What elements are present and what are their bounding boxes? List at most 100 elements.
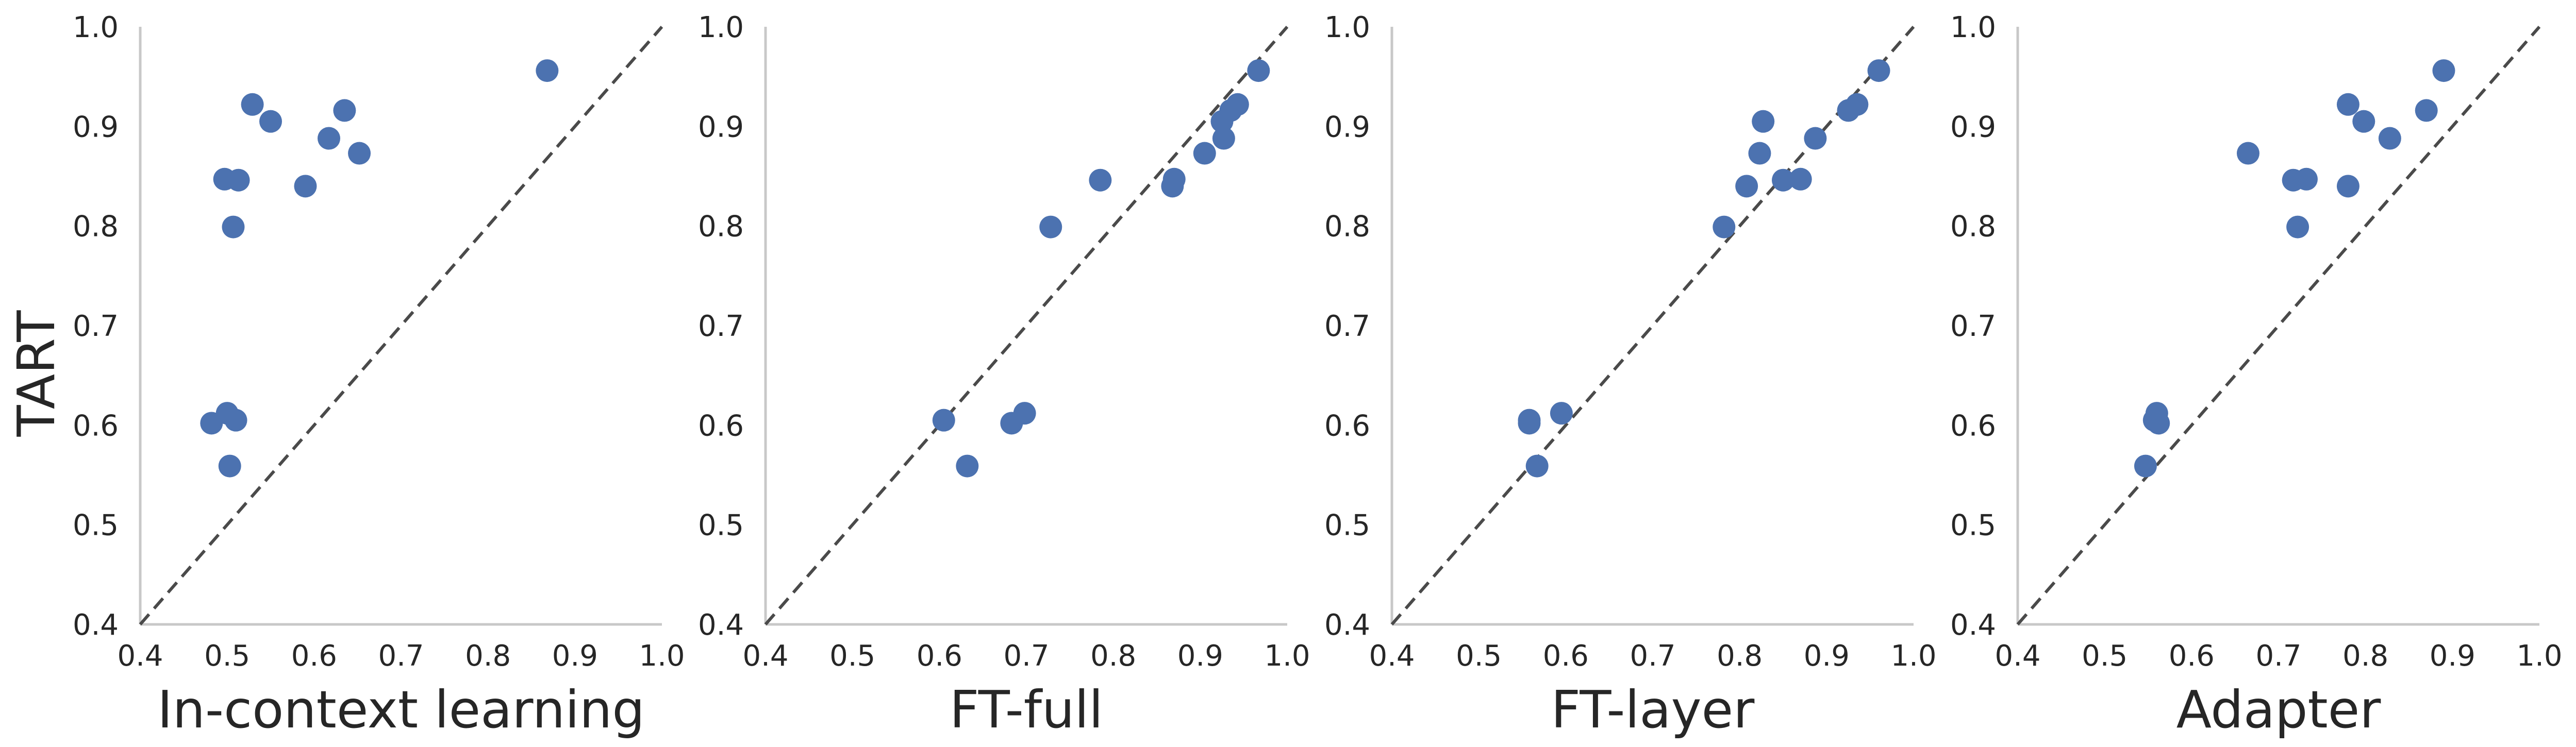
- data-point: [222, 215, 245, 239]
- data-point: [2432, 59, 2455, 82]
- x-tick-label: 1.0: [639, 639, 685, 673]
- data-point: [1735, 175, 1758, 198]
- y-tick-label: 0.9: [1950, 110, 1996, 144]
- data-point: [1193, 142, 1216, 165]
- data-point: [932, 409, 955, 432]
- diagonal-reference-line: [2016, 26, 2541, 625]
- data-point: [2415, 99, 2438, 122]
- x-tick-label: 0.6: [917, 639, 962, 673]
- data-point: [2378, 127, 2401, 150]
- y-tick-label: 0.8: [1950, 210, 1996, 244]
- y-tick-label: 0.4: [73, 608, 119, 642]
- data-point: [536, 59, 559, 82]
- diagonal-reference-line: [139, 26, 663, 625]
- y-tick-label: 0.7: [698, 310, 744, 343]
- x-tick-label: 0.5: [204, 639, 250, 673]
- chart-panel-2: 0.4 0.5 0.6 0.7 0.8 0.9 1.0 0.4 0.5 0.6 0.7 0.8 0.9 1…: [698, 11, 1310, 740]
- x-tick-label: 0.4: [1995, 639, 2040, 673]
- data-point: [1713, 215, 1736, 239]
- data-point: [218, 454, 241, 478]
- y-tick-label: 0.4: [1950, 608, 1996, 642]
- chart-panel-4: 0.4 0.5 0.6 0.7 0.8 0.9 1.0 0.4 0.5 0.6 0.7 0.8 0.9 1…: [1950, 11, 2563, 740]
- y-tick-label: 0.6: [1950, 409, 1996, 443]
- y-tick-label: 0.6: [698, 409, 744, 443]
- data-point: [241, 93, 264, 116]
- data-point: [1162, 167, 1186, 191]
- data-point: [294, 175, 317, 198]
- chart-panel-1: 0.4 0.5 0.6 0.7 0.8 0.9 1.0 0.4 0.5 0.6 0.7 0.8 0.9 1…: [73, 11, 685, 740]
- y-tick-label: 1.0: [698, 11, 744, 44]
- data-point: [224, 409, 247, 432]
- data-point: [2286, 215, 2309, 239]
- y-tick-label: 0.8: [698, 210, 744, 244]
- data-point: [1525, 454, 1549, 478]
- x-tick-label: 0.9: [552, 639, 598, 673]
- x-tick-label: 1.0: [1264, 639, 1310, 673]
- x-tick-label: 0.4: [117, 639, 163, 673]
- y-tick-label: 0.7: [1324, 310, 1370, 343]
- x-tick-label: 0.8: [1090, 639, 1136, 673]
- chart-panel-3: 0.4 0.5 0.6 0.7 0.8 0.9 1.0 0.4 0.5 0.6 0.7 0.8 0.9 1…: [1324, 11, 1937, 740]
- x-tick-label: 0.9: [1804, 639, 1850, 673]
- y-tick-label: 0.9: [698, 110, 744, 144]
- data-point: [2134, 454, 2157, 478]
- y-tick-label: 0.8: [73, 210, 119, 244]
- data-point: [1039, 215, 1062, 239]
- y-tick-label: 0.5: [73, 509, 119, 542]
- data-point: [318, 127, 341, 150]
- y-tick-label: 1.0: [73, 11, 119, 44]
- data-point: [1772, 168, 1794, 192]
- x-tick-label: 0.8: [2342, 639, 2388, 673]
- y-tick-label: 0.5: [698, 509, 744, 542]
- y-tick-label: 0.9: [73, 110, 119, 144]
- diagonal-reference-line: [1390, 26, 1915, 625]
- y-tick-label: 0.5: [1324, 509, 1370, 542]
- x-tick-label: 0.7: [2255, 639, 2301, 673]
- data-point: [2295, 167, 2318, 191]
- data-point: [1804, 127, 1827, 150]
- x-tick-label: 0.6: [1543, 639, 1589, 673]
- y-tick-label: 0.4: [698, 608, 744, 642]
- y-tick-label: 0.8: [1324, 210, 1370, 244]
- data-point: [1013, 402, 1036, 425]
- x-tick-label: 0.8: [1717, 639, 1763, 673]
- data-point: [1789, 167, 1812, 191]
- x-tick-label: 1.0: [2516, 639, 2562, 673]
- diagonal-reference-line: [764, 26, 1289, 625]
- y-tick-label: 0.7: [73, 310, 119, 343]
- data-point: [1752, 110, 1775, 133]
- x-tick-label: 0.4: [1369, 639, 1415, 673]
- x-tick-label: 0.8: [465, 639, 511, 673]
- data-point: [1518, 409, 1541, 432]
- data-point: [227, 168, 250, 192]
- data-point: [1226, 93, 1249, 116]
- x-axis-label: Adapter: [2176, 680, 2382, 740]
- x-tick-label: 0.4: [742, 639, 788, 673]
- data-point: [1550, 402, 1573, 425]
- data-point: [259, 110, 282, 133]
- x-axis-label: In-context learning: [157, 680, 645, 740]
- x-tick-label: 0.6: [291, 639, 337, 673]
- y-tick-label: 0.7: [1950, 310, 1996, 343]
- data-point: [2336, 175, 2359, 198]
- x-axis-label: FT-full: [950, 680, 1103, 740]
- data-point: [1212, 127, 1235, 150]
- data-point: [956, 454, 979, 478]
- x-tick-label: 0.9: [1177, 639, 1223, 673]
- data-point: [1846, 93, 1869, 116]
- data-point: [333, 99, 356, 122]
- y-tick-label: 1.0: [1950, 11, 1996, 44]
- data-point: [1748, 142, 1771, 165]
- data-point: [2147, 412, 2170, 435]
- x-tick-label: 0.9: [2430, 639, 2475, 673]
- x-tick-label: 0.5: [2082, 639, 2128, 673]
- y-tick-label: 0.4: [1324, 608, 1370, 642]
- data-point: [1247, 59, 1270, 82]
- data-point: [1089, 168, 1112, 192]
- y-tick-label: 0.5: [1950, 509, 1996, 542]
- y-tick-label: 0.6: [1324, 409, 1370, 443]
- x-tick-label: 0.7: [378, 639, 424, 673]
- x-tick-label: 1.0: [1890, 639, 1936, 673]
- x-tick-label: 0.7: [1630, 639, 1675, 673]
